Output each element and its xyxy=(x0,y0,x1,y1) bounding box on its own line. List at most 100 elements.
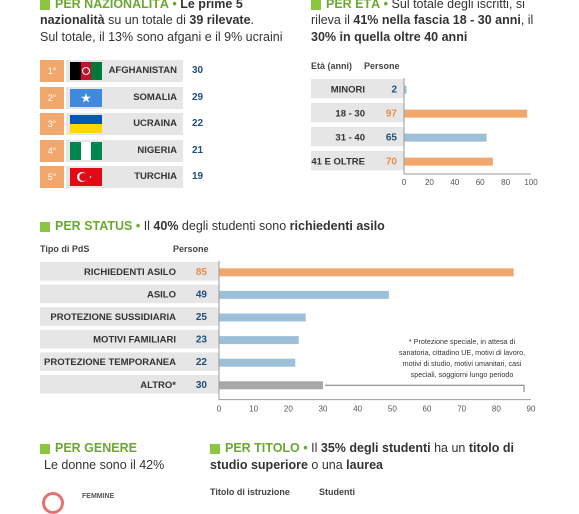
titolo-col-header: Studenti xyxy=(319,487,355,497)
status-footnote: speciali, soggiorni lungo periodo xyxy=(411,370,514,379)
status-label-box xyxy=(40,375,219,394)
status-category-label: PROTEZIONE SUSSIDIARIA xyxy=(50,312,176,323)
age-category-label: 31 - 40 xyxy=(335,133,365,144)
status-bar xyxy=(219,290,389,299)
status-bar xyxy=(219,358,296,367)
status-tick-label: 30 xyxy=(319,405,328,414)
section-marker xyxy=(40,222,50,232)
age-label-box xyxy=(311,151,404,171)
status-label-box xyxy=(40,262,219,281)
age-tick-label: 100 xyxy=(524,178,538,187)
nazionalita-line3: Sul totale, il 13% sono afgani e il 9% u… xyxy=(40,30,283,44)
eta-line3: 30% in quella oltre 40 anni xyxy=(311,30,468,44)
rank-badge: 5° xyxy=(40,166,64,188)
status-value-label: 23 xyxy=(196,335,208,346)
turkey-flag-icon xyxy=(70,168,102,186)
age-bar xyxy=(404,85,407,94)
titolo-line2: studio superiore o una laurea xyxy=(210,458,384,472)
status-label-box xyxy=(40,329,219,349)
rank-badge: 2° xyxy=(40,86,64,109)
status-bar xyxy=(219,313,306,322)
nigeria-flag-icon xyxy=(70,141,102,160)
status-category-label: ALTRO* xyxy=(140,380,176,391)
eta-line2: rileva il 41% nella fascia 18 - 30 anni,… xyxy=(311,13,534,27)
status-value-label: 30 xyxy=(196,380,208,391)
section-marker xyxy=(40,0,50,10)
status-value-label: 25 xyxy=(196,312,208,323)
eta-heading: PER ETÀ xyxy=(326,0,381,11)
nazionalita-intro: PER NAZIONALITÀ • Le prime 5 xyxy=(55,0,295,13)
nazionalita-line2: nazionalità su un totale di 39 rilevate. xyxy=(40,13,255,27)
age-category-label: 41 E OLTRE xyxy=(311,157,365,168)
status-bar xyxy=(219,268,514,277)
status-tick-label: 0 xyxy=(217,405,222,414)
status-category-label: ASILO xyxy=(147,289,176,300)
section-marker xyxy=(311,0,321,10)
status-tick-label: 10 xyxy=(249,405,258,414)
status-bar xyxy=(219,336,299,345)
status-value-label: 22 xyxy=(196,357,208,368)
status-intro: PER STATUS • Il 40% degli studenti sono … xyxy=(55,219,385,233)
status-value-label: 49 xyxy=(196,289,208,300)
eta-chart: MINORI 2 18 - 30 97 31 - 40 65 41 E OLTRE 70 0 20… xyxy=(311,78,538,187)
status-tick-label: 70 xyxy=(457,405,466,414)
age-tick-label: 20 xyxy=(425,178,434,187)
status-category-label: MOTIVI FAMILIARI xyxy=(93,335,176,346)
ukraine-flag-icon xyxy=(70,115,102,133)
status-tick-label: 90 xyxy=(527,405,536,414)
afghanistan-flag-icon xyxy=(70,62,102,80)
status-category-label: RICHIEDENTI ASILO xyxy=(84,267,176,278)
age-tick-label: 40 xyxy=(450,178,459,187)
age-value-label: 2 xyxy=(391,85,397,96)
status-bar xyxy=(219,381,323,390)
age-label-box xyxy=(311,127,404,147)
status-tick-label: 80 xyxy=(492,405,501,414)
rank-badge: 4° xyxy=(40,139,64,162)
status-label-box xyxy=(40,284,219,304)
genere-heading: PER GENERE xyxy=(55,441,137,455)
somalia-flag-icon xyxy=(70,88,102,107)
rank-badge: 3° xyxy=(40,113,64,135)
status-value-label: 85 xyxy=(196,267,208,278)
eta-col-header: Età (anni) xyxy=(311,61,353,71)
nationality-value: 21 xyxy=(192,144,204,156)
age-bar xyxy=(404,133,487,142)
genere-text: Le donne sono il 42% xyxy=(44,458,165,472)
genere-partial-label: FEMMINE xyxy=(82,493,115,500)
status-tick-label: 50 xyxy=(388,405,397,414)
titolo-intro: PER TITOLO • Il 35% degli studenti ha un… xyxy=(225,441,514,455)
rank-badge: 1° xyxy=(40,60,64,82)
status-footnote: * Protezione speciale, in attesa di xyxy=(409,337,516,346)
status-tick-label: 40 xyxy=(353,405,362,414)
nationality-value: 29 xyxy=(192,91,204,103)
status-category-label: PROTEZIONE TEMPORANEA xyxy=(44,357,176,368)
age-value-label: 70 xyxy=(386,157,398,168)
age-category-label: MINORI xyxy=(331,85,365,96)
nationality-value: 19 xyxy=(192,171,204,182)
age-bar xyxy=(404,157,493,166)
age-label-box xyxy=(311,103,404,123)
nazionalita-heading: PER NAZIONALITÀ xyxy=(55,0,169,11)
age-value-label: 65 xyxy=(386,133,398,144)
status-label-box xyxy=(40,352,219,371)
eta-col-header: Persone xyxy=(364,61,400,71)
status-label-box xyxy=(40,307,219,326)
nationality-value: 22 xyxy=(192,118,204,129)
age-label-box xyxy=(311,79,404,99)
status-footnote: sanatoria, cittadino UE, motivi di lavor… xyxy=(399,348,525,357)
age-value-label: 97 xyxy=(386,109,398,120)
status-heading: PER STATUS xyxy=(55,219,133,233)
nationality-value: 30 xyxy=(192,65,204,76)
age-tick-label: 80 xyxy=(501,178,510,187)
age-tick-label: 0 xyxy=(402,178,407,187)
status-tick-label: 20 xyxy=(284,405,293,414)
eta-intro: PER ETÀ • Sul totale degli iscritti, si xyxy=(326,0,576,13)
status-footnote: motivi di studio, motivi umanitari, casi xyxy=(403,359,522,368)
status-chart: RICHIEDENTI ASILO 85 ASILO 49 PROTEZIONE SUS… xyxy=(40,261,536,414)
age-category-label: 18 - 30 xyxy=(335,109,365,120)
status-col-header: Persone xyxy=(173,244,209,254)
titolo-heading: PER TITOLO xyxy=(225,441,300,455)
status-tick-label: 60 xyxy=(423,405,432,414)
age-tick-label: 60 xyxy=(476,178,485,187)
section-marker xyxy=(40,444,50,454)
